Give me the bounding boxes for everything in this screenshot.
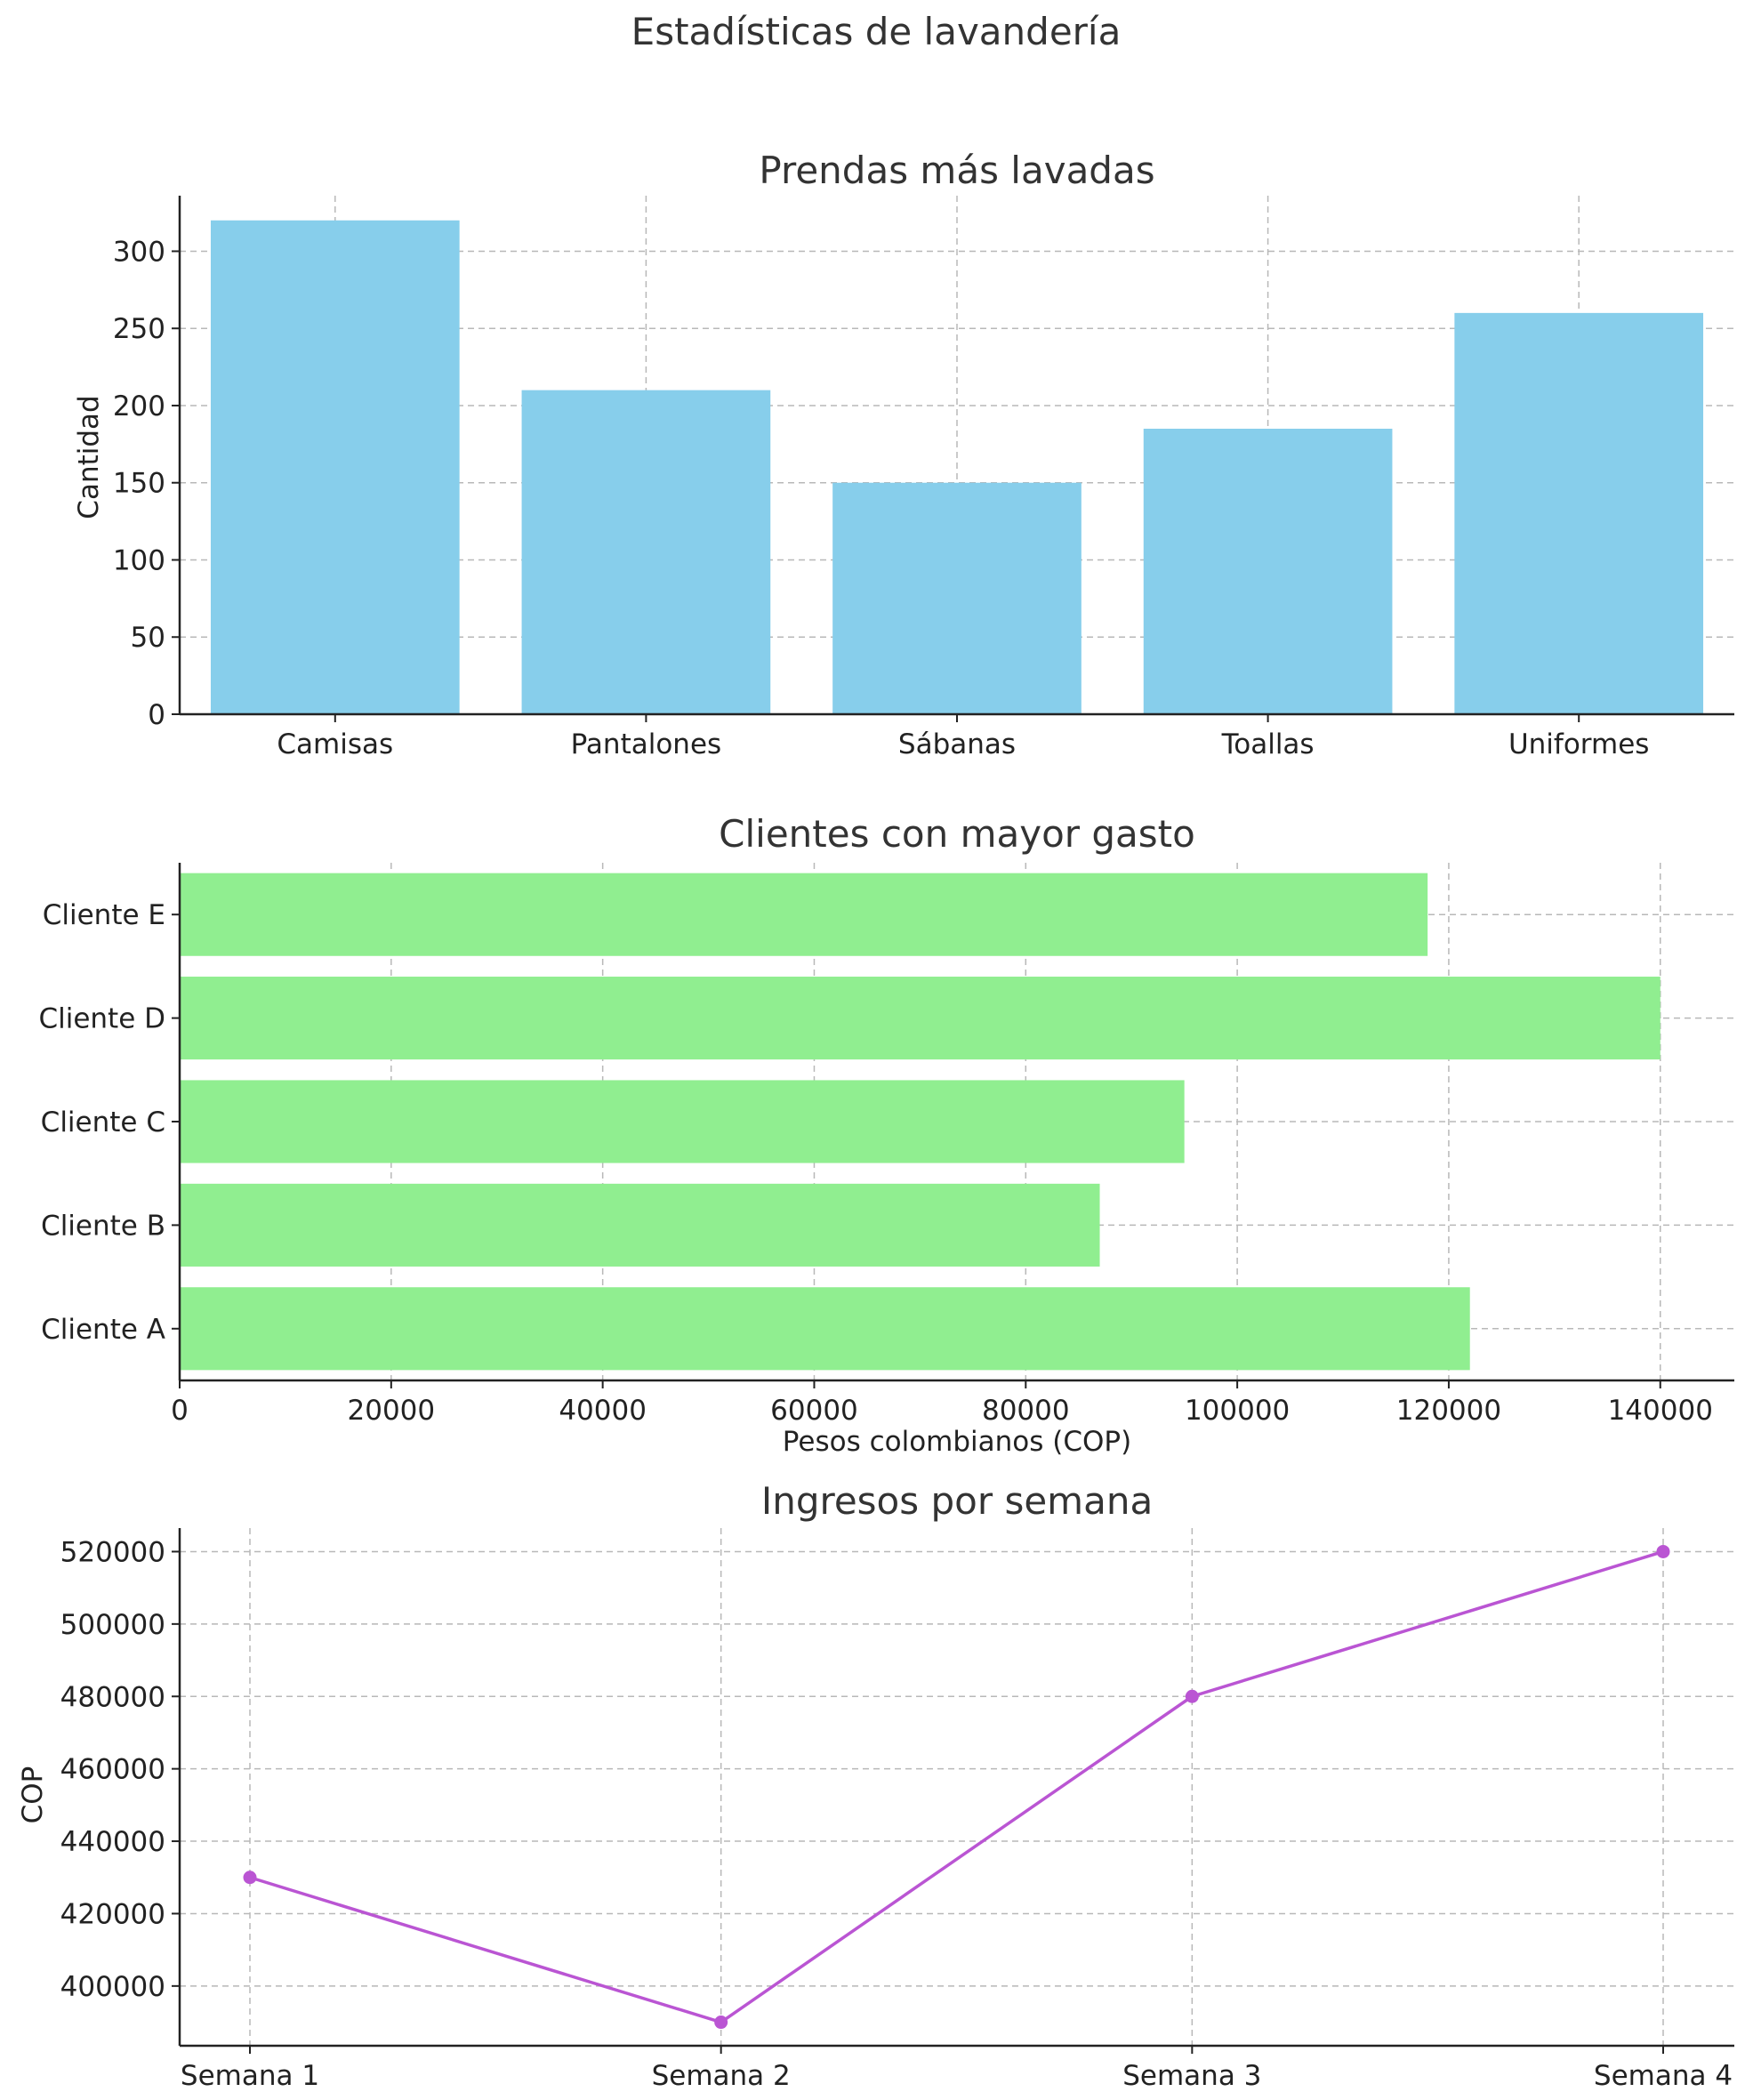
bar-camisas	[210, 220, 460, 714]
bar-uniformes	[1454, 312, 1704, 714]
x-tick-label: Sábanas	[898, 728, 1016, 760]
clients-chart-title: Clientes con mayor gasto	[719, 812, 1195, 856]
clients-bar-chart: Clientes con mayor gasto Pesos colombian…	[38, 812, 1734, 1458]
y-tick-label: 0	[148, 699, 165, 731]
y-tick-label: 460000	[60, 1754, 165, 1786]
x-tick-label: 60000	[770, 1395, 858, 1427]
x-tick-label: Uniformes	[1508, 728, 1649, 760]
bar-cliente-e	[180, 873, 1428, 956]
x-tick-label: 120000	[1396, 1395, 1501, 1427]
y-tick-label: 50	[131, 622, 165, 654]
point-semana-3	[1185, 1689, 1199, 1703]
x-tick-label: 20000	[348, 1395, 436, 1427]
y-tick-label: 100	[113, 544, 165, 576]
y-tick-label: 480000	[60, 1681, 165, 1713]
income-gridlines	[180, 1528, 1734, 2046]
bar-pantalones	[521, 390, 771, 714]
x-tick-label: Semana 3	[1122, 2060, 1261, 2092]
y-tick-label: Cliente C	[41, 1106, 165, 1139]
income-y-axis-label: COP	[17, 1766, 49, 1824]
x-tick-label: 0	[171, 1395, 189, 1427]
bar-cliente-a	[180, 1287, 1470, 1371]
y-tick-label: Cliente D	[38, 1003, 165, 1035]
y-tick-label: 150	[113, 468, 165, 500]
y-tick-label: 500000	[60, 1609, 165, 1641]
x-tick-label: 80000	[982, 1395, 1070, 1427]
y-tick-label: 200	[113, 390, 165, 422]
y-tick-label: 400000	[60, 1971, 165, 2003]
garments-bar-chart: Prendas más lavadas Cantidad 0 50 100 150 20…	[73, 149, 1734, 760]
y-tick-label: Cliente A	[41, 1314, 165, 1346]
bar-toallas	[1143, 429, 1393, 714]
x-tick-label: Semana 2	[652, 2060, 791, 2092]
x-tick-label: Semana 1	[181, 2060, 319, 2092]
figure-title: Estadísticas de lavandería	[631, 10, 1122, 53]
point-semana-1	[243, 1871, 257, 1885]
bar-cliente-b	[180, 1183, 1100, 1267]
y-tick-label: 250	[113, 313, 165, 345]
bar-cliente-c	[180, 1080, 1185, 1163]
x-tick-label: Pantalones	[571, 728, 722, 760]
garments-chart-title: Prendas más lavadas	[759, 149, 1154, 192]
weekly-income-line-chart: Ingresos por semana COP 400000 420000 4400…	[17, 1479, 1734, 2092]
point-semana-4	[1656, 1544, 1670, 1558]
x-tick-label: Semana 4	[1594, 2060, 1733, 2092]
y-tick-label: 440000	[60, 1826, 165, 1858]
y-tick-label: 420000	[60, 1898, 165, 1930]
garments-y-axis-label: Cantidad	[73, 395, 105, 519]
bar-sabanas	[832, 482, 1082, 714]
x-tick-label: 140000	[1608, 1395, 1713, 1427]
bar-cliente-d	[180, 977, 1661, 1060]
y-tick-label: 520000	[60, 1536, 165, 1568]
x-tick-label: Toallas	[1221, 728, 1315, 760]
point-semana-2	[714, 2016, 728, 2030]
income-series-line	[249, 1549, 1664, 2024]
income-chart-title: Ingresos por semana	[761, 1479, 1153, 1523]
x-tick-label: 100000	[1185, 1395, 1290, 1427]
clients-x-axis-label: Pesos colombianos (COP)	[783, 1426, 1131, 1458]
x-tick-label: Camisas	[277, 728, 393, 760]
y-tick-label: Cliente B	[41, 1210, 165, 1242]
x-tick-label: 40000	[559, 1395, 647, 1427]
y-tick-label: Cliente E	[43, 899, 165, 931]
y-tick-label: 300	[113, 236, 165, 268]
